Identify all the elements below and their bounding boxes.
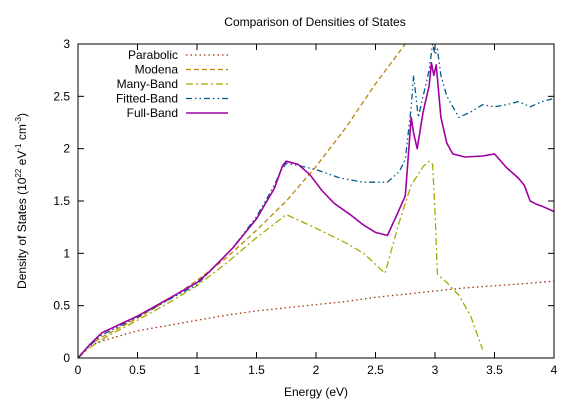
axis-ticks: 0 0.5 1 1.5 2 2.5 3 3.5 4 0 0.5 1 1.5 2 2.5 3 (53, 37, 557, 377)
x-tick-label: 0 (75, 363, 82, 377)
series-line-fitted-band (78, 44, 554, 358)
legend-label: Full-Band (127, 106, 178, 120)
y-tick-label: 1.5 (53, 194, 70, 208)
chart-title: Comparison of Densities of States (224, 15, 405, 29)
series-line-modena (78, 44, 406, 358)
series-line-many-band (78, 160, 484, 358)
legend: ParabolicModenaMany-BandFitted-BandFull-… (116, 48, 228, 120)
x-tick-label: 0.5 (129, 363, 146, 377)
y-tick-label: 2 (63, 142, 70, 156)
x-tick-label: 1.5 (248, 363, 265, 377)
plot-area (78, 44, 554, 358)
x-tick-label: 2.5 (367, 363, 384, 377)
legend-label: Fitted-Band (116, 92, 178, 106)
y-tick-label: 1 (63, 246, 70, 260)
x-tick-label: 1 (194, 363, 201, 377)
y-tick-label: 0 (63, 351, 70, 365)
series-line-full-band (78, 62, 554, 358)
x-axis-label: Energy (eV) (284, 385, 348, 399)
plot-frame (77, 43, 555, 359)
y-axis-label: Density of States (1022 eV-1 cm-3) (14, 113, 29, 289)
legend-label: Many-Band (117, 77, 178, 91)
x-tick-label: 3.5 (486, 363, 503, 377)
legend-label: Modena (135, 63, 179, 77)
x-tick-label: 3 (432, 363, 439, 377)
series-line-parabolic (78, 280, 554, 358)
y-tick-label: 2.5 (53, 89, 70, 103)
x-tick-label: 2 (313, 363, 320, 377)
x-tick-label: 4 (551, 363, 558, 377)
y-tick-label: 0.5 (53, 299, 70, 313)
legend-label: Parabolic (128, 48, 178, 62)
y-tick-label: 3 (63, 37, 70, 51)
